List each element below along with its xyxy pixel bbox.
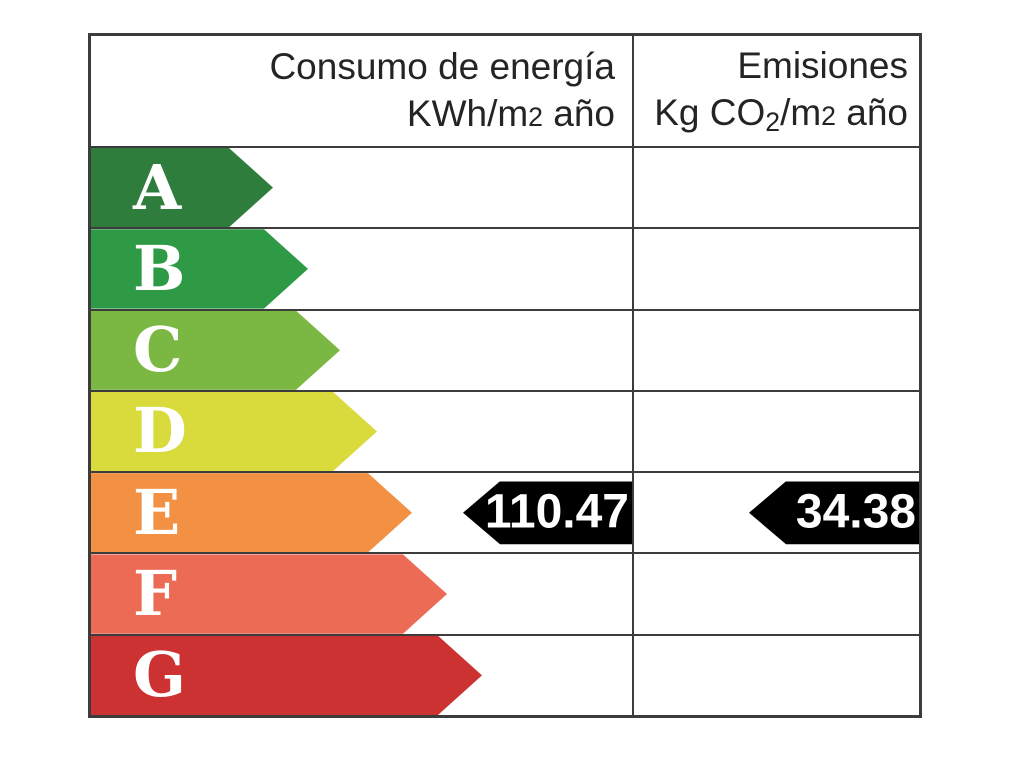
rating-row-a-consumo-cell: A xyxy=(91,148,632,227)
rating-row-g-emisiones-cell xyxy=(632,635,919,715)
rating-row-a: A xyxy=(91,148,919,230)
consumo-unit-exponent: 2 xyxy=(528,102,543,132)
rating-row-b-emisiones-cell xyxy=(632,229,919,309)
rating-row-f: F xyxy=(91,554,919,636)
rating-row-a-emisiones-cell xyxy=(632,148,919,228)
emisiones-header-title: Emisiones xyxy=(737,44,908,86)
rating-row-g: G xyxy=(91,635,919,715)
rating-row-g-consumo-cell: G xyxy=(91,636,632,715)
emisiones-unit-exponent: 2 xyxy=(821,100,836,131)
rating-row-c: C xyxy=(91,310,919,392)
rating-row-c-emisiones-cell xyxy=(632,310,919,390)
consumo-value-arrow: 110.47 xyxy=(463,481,632,545)
consumo-header-title: Consumo de energía xyxy=(269,46,615,88)
rating-bar-g: G xyxy=(91,636,482,715)
grade-letter-a: A xyxy=(133,150,182,224)
grade-letter-b: B xyxy=(133,231,186,305)
rating-bar-e: E xyxy=(91,473,412,552)
grade-letter-f: F xyxy=(133,557,178,631)
rating-rows: A B C D xyxy=(91,148,919,715)
emisiones-value: 34.38 xyxy=(795,485,916,539)
rating-row-b-consumo-cell: B xyxy=(91,229,632,308)
emisiones-header-unit: Kg CO2/m2 año xyxy=(654,91,908,137)
rating-row-d-emisiones-cell xyxy=(632,391,919,472)
rating-row-c-consumo-cell: C xyxy=(91,311,632,390)
grade-letter-c: C xyxy=(133,313,183,387)
rating-row-b: B xyxy=(91,229,919,311)
grade-letter-d: D xyxy=(133,394,187,468)
consumo-header-unit: KWh/m2 año xyxy=(406,93,615,134)
rating-bar-f: F xyxy=(91,554,447,633)
grade-letter-e: E xyxy=(133,475,181,549)
table-header: Consumo de energía KWh/m2 año Emisiones … xyxy=(91,36,919,148)
rating-bar-a: A xyxy=(91,148,273,227)
rating-row-e-emisiones-cell: 34.38 xyxy=(632,473,919,553)
co2-subscript: 2 xyxy=(765,106,781,137)
rating-bar-c: C xyxy=(91,311,340,390)
grade-letter-g: G xyxy=(133,638,186,712)
rating-row-e-consumo-cell: E 110.47 xyxy=(91,473,632,552)
emisiones-header-cell: Emisiones Kg CO2/m2 año xyxy=(632,36,919,146)
rating-row-d: D xyxy=(91,391,919,474)
consumo-value: 110.47 xyxy=(484,485,629,539)
rating-row-f-consumo-cell: F xyxy=(91,554,632,633)
rating-bar-b: B xyxy=(91,229,308,308)
emisiones-value-arrow: 34.38 xyxy=(749,481,919,545)
energy-certificate-table: Consumo de energía KWh/m2 año Emisiones … xyxy=(88,33,922,718)
rating-row-f-emisiones-cell xyxy=(632,554,919,634)
consumo-header-cell: Consumo de energía KWh/m2 año xyxy=(91,36,632,146)
rating-row-e: E 110.47 34.38 xyxy=(91,473,919,555)
rating-bar-d: D xyxy=(91,392,377,471)
rating-row-d-consumo-cell: D xyxy=(91,392,632,471)
